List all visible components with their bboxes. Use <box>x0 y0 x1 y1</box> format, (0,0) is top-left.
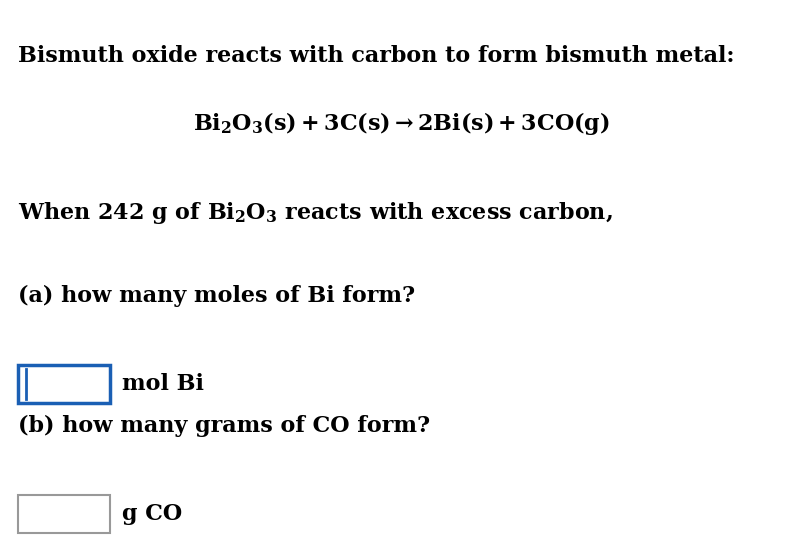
Text: (a) how many moles of Bi form?: (a) how many moles of Bi form? <box>18 285 415 307</box>
Text: When 242 g of $\mathbf{Bi_2O_3}$ reacts with excess carbon,: When 242 g of $\mathbf{Bi_2O_3}$ reacts … <box>18 200 613 226</box>
FancyBboxPatch shape <box>18 495 110 533</box>
Text: Bismuth oxide reacts with carbon to form bismuth metal:: Bismuth oxide reacts with carbon to form… <box>18 45 735 67</box>
Text: mol Bi: mol Bi <box>122 373 204 395</box>
Text: $\mathbf{Bi_2O_3(s) + 3C(s) \rightarrow 2Bi(s) + 3CO(g)}$: $\mathbf{Bi_2O_3(s) + 3C(s) \rightarrow … <box>192 110 610 137</box>
Text: g CO: g CO <box>122 503 182 525</box>
FancyBboxPatch shape <box>18 365 110 403</box>
Text: (b) how many grams of CO form?: (b) how many grams of CO form? <box>18 415 430 437</box>
